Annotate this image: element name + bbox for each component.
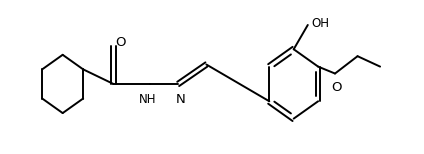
Text: O: O	[115, 36, 126, 49]
Text: O: O	[332, 81, 342, 94]
Text: OH: OH	[311, 17, 329, 30]
Text: N: N	[176, 93, 186, 106]
Text: NH: NH	[139, 93, 156, 106]
